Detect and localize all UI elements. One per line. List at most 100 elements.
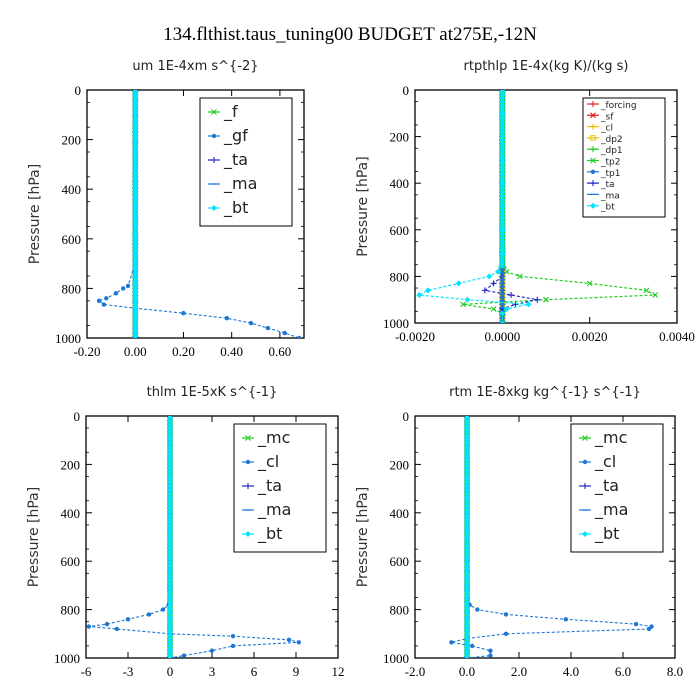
data-point [167, 610, 173, 617]
data-point [499, 193, 506, 200]
data-point [525, 301, 532, 308]
data-point [464, 621, 470, 628]
legend-label: _ta [223, 150, 248, 170]
data-point [132, 136, 139, 143]
y-tick-label: 200 [390, 457, 410, 472]
data-point [499, 137, 506, 144]
legend-label: _tp2 [600, 158, 620, 168]
data-point [464, 457, 470, 464]
legend-marker [582, 531, 588, 537]
plot-area [416, 90, 659, 323]
data-point [503, 306, 510, 313]
data-point [132, 233, 139, 240]
data-point [167, 443, 173, 450]
data-point [464, 566, 470, 573]
data-point [132, 251, 139, 258]
data-point [464, 544, 470, 551]
data-point [464, 606, 470, 613]
chart-panel-3: thlm 1E-5xK s^{-1} Pressure [hPa] 0 200 400 6… [26, 385, 345, 679]
data-point [132, 129, 139, 136]
data-point [167, 483, 173, 490]
data-point [167, 552, 173, 559]
data-point [464, 530, 470, 537]
data-point [132, 132, 139, 139]
data-point [512, 301, 519, 308]
legend-label: _ta [594, 476, 619, 496]
data-point [490, 306, 497, 312]
data-point [132, 170, 139, 177]
data-point [464, 446, 470, 453]
series-line [451, 417, 653, 658]
data-point [470, 643, 475, 649]
y-axis-label: Pressure [hPa] [355, 156, 371, 256]
data-point [464, 650, 470, 657]
data-point [132, 155, 139, 162]
legend-label: _mc [257, 428, 290, 448]
data-point [86, 624, 92, 629]
y-tick-label: 200 [62, 133, 82, 148]
y-tick-label: 800 [390, 603, 410, 618]
data-point [499, 224, 506, 231]
x-tick-label: 0.0020 [572, 329, 608, 344]
data-point [499, 238, 506, 245]
data-point [464, 563, 470, 570]
series-bt [132, 90, 139, 338]
data-point [499, 119, 506, 126]
data-point [167, 472, 173, 479]
data-point [132, 274, 139, 281]
data-point [132, 322, 139, 329]
data-point [132, 266, 139, 273]
data-point [132, 196, 139, 203]
x-tick-label: 0.20 [172, 344, 195, 359]
data-point [464, 508, 470, 515]
data-point [132, 222, 139, 229]
data-point [167, 519, 173, 526]
legend-marker [211, 133, 217, 139]
data-point [132, 277, 139, 284]
data-point [464, 512, 470, 519]
data-point [499, 206, 506, 213]
data-point [499, 151, 506, 158]
x-tick-label: -6 [81, 664, 92, 679]
data-point [499, 241, 506, 248]
data-point [464, 555, 470, 562]
data-point [167, 584, 173, 591]
panel-title: thlm 1E-5xK s^{-1} [147, 385, 278, 400]
y-axis-label: Pressure [hPa] [355, 487, 371, 587]
data-point [167, 635, 173, 642]
legend-box [582, 97, 666, 218]
data-point [499, 255, 506, 262]
legend-label: _dp2 [600, 135, 623, 145]
data-point [499, 161, 506, 168]
plot-frame [414, 89, 678, 324]
data-point [132, 125, 139, 132]
legend-marker [245, 459, 251, 465]
data-point [464, 592, 470, 599]
data-point [167, 425, 173, 432]
data-point [167, 653, 173, 658]
data-point [167, 446, 173, 453]
data-point [132, 118, 139, 124]
y-tick-label: 1000 [55, 331, 81, 346]
panels: um 1E-4xm s^{-2}Pressure [hPa]0200400600… [26, 59, 695, 679]
legend-marker [590, 101, 596, 107]
data-point [464, 642, 470, 649]
data-point [464, 599, 470, 606]
data-point [167, 504, 173, 511]
data-point [101, 302, 107, 307]
legend-marker [245, 435, 251, 441]
data-point [132, 199, 139, 206]
data-point [652, 292, 659, 298]
y-tick-label: 400 [390, 506, 410, 521]
data-point [296, 335, 302, 338]
legend-label: _tp1 [600, 169, 620, 179]
data-point [499, 186, 506, 193]
data-point [167, 544, 173, 551]
data-point [167, 606, 173, 613]
data-point [132, 91, 139, 98]
data-point [230, 643, 236, 649]
plot-area [86, 416, 301, 658]
x-tick-label: 0.00 [124, 344, 147, 359]
data-point [464, 468, 470, 475]
